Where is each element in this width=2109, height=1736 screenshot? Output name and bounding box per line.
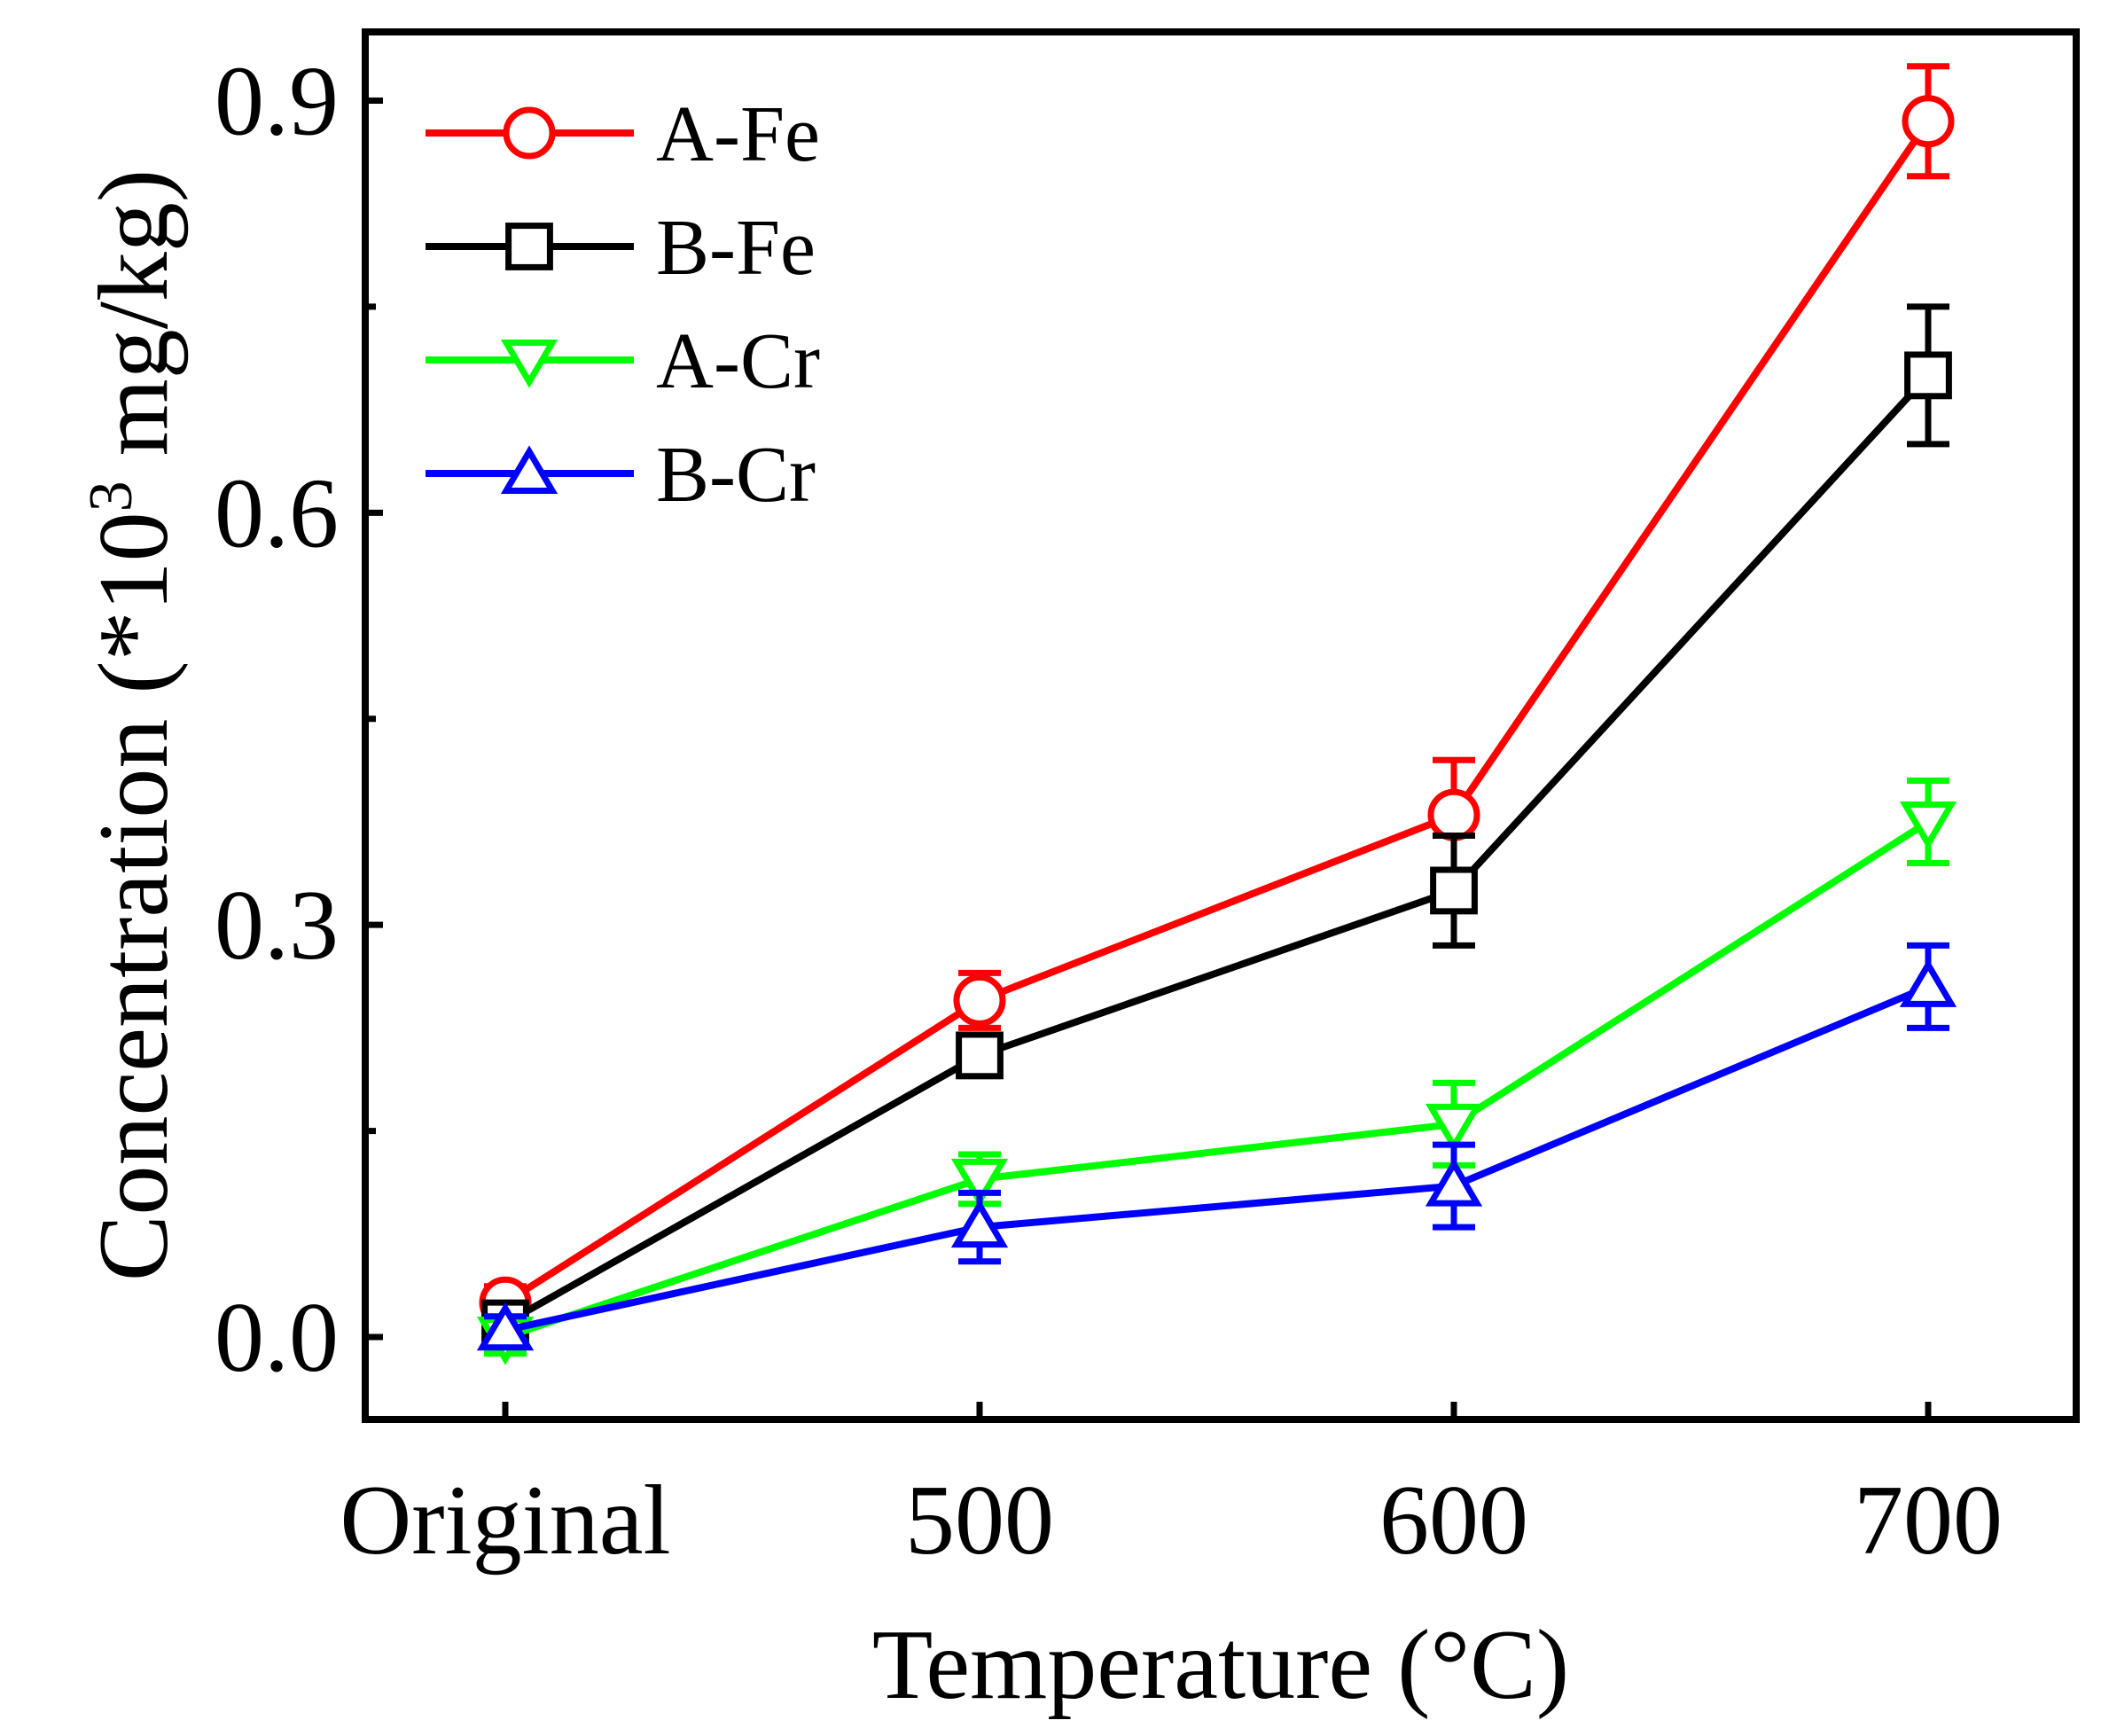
legend-label: A-Cr (656, 317, 820, 405)
y-axis-title-main: Concentration (*10 (79, 512, 189, 1281)
legend-label: B-Fe (656, 204, 816, 292)
x-tick-label: 600 (1379, 1466, 1528, 1576)
data-point (476, 1302, 535, 1351)
series-line (503, 119, 1932, 1306)
legend-item-b-cr: B-Cr (426, 431, 816, 519)
y-tick-label: 0.0 (215, 1283, 339, 1393)
y-axis-title-unit: mg/kg) (79, 169, 189, 481)
series-layer (476, 63, 1957, 1365)
data-point (1430, 866, 1478, 915)
series-b-cr (476, 942, 1957, 1351)
series-line (504, 818, 1931, 1341)
data-point (1899, 958, 1957, 1007)
y-axis-title-sup: 3 (77, 481, 145, 512)
legend-marker (500, 445, 558, 494)
legend-item-b-fe: B-Fe (426, 204, 816, 292)
x-tick-label: 500 (905, 1466, 1054, 1576)
legend-item-a-cr: A-Cr (426, 317, 820, 405)
plot-frame (362, 28, 2080, 1423)
data-point (1425, 1157, 1483, 1207)
y-tick-label: 0.6 (215, 458, 339, 568)
x-axis: Original 500 600 700 (340, 1402, 2003, 1576)
legend-label: B-Cr (656, 431, 816, 519)
y-axis: 0.0 0.3 0.6 0.9 (215, 46, 383, 1393)
data-point (1427, 788, 1480, 841)
data-point (950, 1158, 1009, 1208)
series-line (504, 372, 1931, 1327)
data-point (956, 1031, 1004, 1080)
data-point (1904, 351, 1952, 400)
data-point (950, 1199, 1009, 1248)
x-tick-label: 700 (1854, 1466, 2003, 1576)
data-point (953, 974, 1006, 1027)
x-axis-title: Temperature (°C) (872, 1610, 1569, 1720)
y-tick-label: 0.9 (215, 46, 339, 156)
legend-marker (500, 340, 558, 388)
x-tick-label: Original (340, 1466, 670, 1576)
legend-label: A-Fe (656, 90, 820, 178)
data-point (1902, 95, 1955, 148)
legend-item-a-fe: A-Fe (426, 90, 820, 178)
data-point (1899, 801, 1957, 850)
legend-marker (503, 106, 556, 160)
series-line (504, 983, 1930, 1334)
data-point (1425, 1103, 1483, 1153)
legend-marker (505, 223, 553, 270)
legend: A-Fe B-Fe A-Cr B-Cr (426, 90, 820, 519)
y-tick-label: 0.3 (215, 871, 339, 981)
series-a-cr (476, 777, 1957, 1365)
y-axis-title: Concentration (*103 mg/kg) (77, 169, 189, 1281)
